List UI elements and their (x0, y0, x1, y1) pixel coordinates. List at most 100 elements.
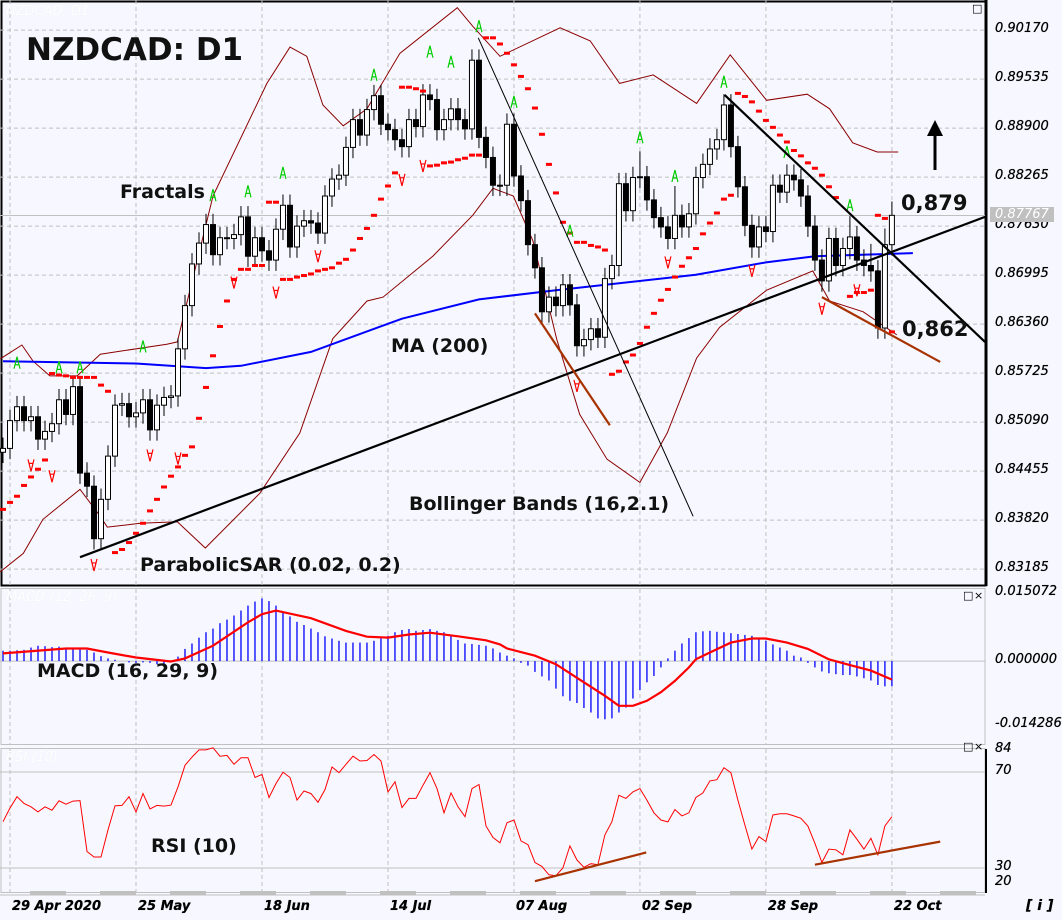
candle-bullish[interactable] (14, 406, 21, 422)
candle-bullish[interactable] (70, 386, 77, 415)
candle-bearish[interactable] (489, 156, 496, 186)
candle-bearish[interactable] (398, 139, 405, 148)
candle-bullish[interactable] (706, 148, 713, 165)
candle-bullish[interactable] (468, 59, 475, 130)
time-scrollbar-segment[interactable] (450, 891, 486, 895)
time-scrollbar-segment[interactable] (30, 891, 66, 895)
candle-bullish[interactable] (174, 348, 181, 397)
candle-bullish[interactable] (342, 146, 349, 176)
candle-bullish[interactable] (629, 177, 636, 212)
time-scrollbar-segment[interactable] (940, 891, 976, 895)
trendline[interactable] (79, 215, 986, 559)
rsi-trendline[interactable] (534, 851, 647, 883)
candle-bullish[interactable] (335, 174, 342, 180)
candle-bearish[interactable] (643, 176, 650, 201)
candle-bearish[interactable] (356, 119, 363, 136)
candle-bullish[interactable] (685, 213, 692, 228)
candle-bearish[interactable] (21, 406, 28, 422)
candle-bullish[interactable] (251, 237, 258, 257)
candle-bearish[interactable] (391, 129, 398, 141)
candle-bearish[interactable] (867, 264, 874, 272)
candle-bearish[interactable] (461, 119, 468, 130)
candle-bearish[interactable] (748, 224, 755, 248)
candle-bullish[interactable] (349, 119, 356, 148)
candle-bullish[interactable] (104, 455, 111, 500)
candle-bullish[interactable] (160, 396, 167, 406)
candle-bullish[interactable] (202, 224, 209, 244)
candle-bullish[interactable] (321, 195, 328, 234)
candle-bearish[interactable] (762, 226, 769, 233)
candle-bullish[interactable] (49, 423, 56, 432)
time-scrollbar-segment[interactable] (240, 891, 276, 895)
candle-bearish[interactable] (286, 204, 293, 248)
time-scrollbar-segment[interactable] (520, 891, 556, 895)
candle-bearish[interactable] (63, 399, 70, 415)
candle-bearish[interactable] (244, 216, 251, 257)
candle-bearish[interactable] (727, 104, 734, 148)
candle-bullish[interactable] (713, 139, 720, 150)
candle-bullish[interactable] (419, 94, 426, 128)
candle-bullish[interactable] (97, 498, 104, 540)
time-scrollbar-segment[interactable] (590, 891, 626, 895)
candle-bullish[interactable] (328, 178, 335, 197)
candle-bullish[interactable] (370, 95, 377, 111)
candle-bullish[interactable] (237, 216, 244, 236)
candle-bearish[interactable] (776, 184, 783, 193)
candle-bearish[interactable] (811, 225, 818, 261)
candle-bearish[interactable] (258, 237, 265, 252)
candle-bearish[interactable] (209, 224, 216, 256)
candle-bullish[interactable] (636, 176, 643, 179)
candle-bearish[interactable] (853, 236, 860, 261)
candle-bullish[interactable] (545, 296, 552, 313)
candle-bearish[interactable] (510, 123, 517, 177)
candle-bullish[interactable] (0, 447, 7, 453)
candle-bearish[interactable] (223, 237, 230, 240)
rsi-pane-maximize-icon[interactable]: □ (963, 740, 974, 753)
time-scrollbar-segment[interactable] (170, 891, 206, 895)
candle-bullish[interactable] (699, 163, 706, 179)
candle-bearish[interactable] (125, 403, 132, 418)
candle-bearish[interactable] (146, 399, 153, 431)
time-scrollbar-segment[interactable] (800, 891, 836, 895)
candle-bullish[interactable] (783, 174, 790, 193)
candle-bearish[interactable] (77, 386, 84, 474)
candle-bearish[interactable] (314, 222, 321, 234)
trendline[interactable] (477, 37, 694, 517)
candle-bullish[interactable] (56, 399, 63, 425)
candle-bullish[interactable] (153, 404, 160, 431)
candle-bullish[interactable] (692, 177, 699, 215)
candle-bullish[interactable] (272, 228, 279, 261)
candle-bearish[interactable] (832, 237, 839, 266)
candle-bearish[interactable] (818, 259, 825, 282)
rsi-pane-close-icon[interactable]: × (974, 740, 984, 753)
candle-bearish[interactable] (265, 250, 272, 261)
candle-bearish[interactable] (573, 304, 580, 347)
candle-bullish[interactable] (839, 248, 846, 266)
candle-bearish[interactable] (804, 195, 811, 227)
candle-bullish[interactable] (888, 214, 895, 246)
candle-bullish[interactable] (496, 184, 503, 187)
candle-bearish[interactable] (475, 59, 482, 138)
candle-bullish[interactable] (755, 226, 762, 248)
candle-bearish[interactable] (650, 199, 657, 219)
candle-bullish[interactable] (881, 244, 888, 329)
rsi-trendline[interactable] (814, 840, 941, 866)
candle-bullish[interactable] (28, 416, 35, 422)
candle-bearish[interactable] (412, 119, 419, 128)
candle-bullish[interactable] (132, 412, 139, 418)
candle-bullish[interactable] (7, 420, 14, 449)
time-scrollbar-segment[interactable] (870, 891, 906, 895)
candle-bullish[interactable] (720, 104, 727, 141)
candle-bearish[interactable] (377, 95, 384, 125)
candle-bullish[interactable] (447, 108, 454, 121)
price-pane-maximize-icon[interactable]: □ (972, 2, 983, 15)
candle-bullish[interactable] (405, 119, 412, 148)
candle-bearish[interactable] (566, 284, 573, 306)
candle-bearish[interactable] (622, 183, 629, 212)
candle-bullish[interactable] (601, 278, 608, 338)
candle-bullish[interactable] (671, 214, 678, 239)
candle-bearish[interactable] (90, 485, 97, 540)
candle-bearish[interactable] (433, 99, 440, 131)
candle-bearish[interactable] (524, 200, 531, 246)
